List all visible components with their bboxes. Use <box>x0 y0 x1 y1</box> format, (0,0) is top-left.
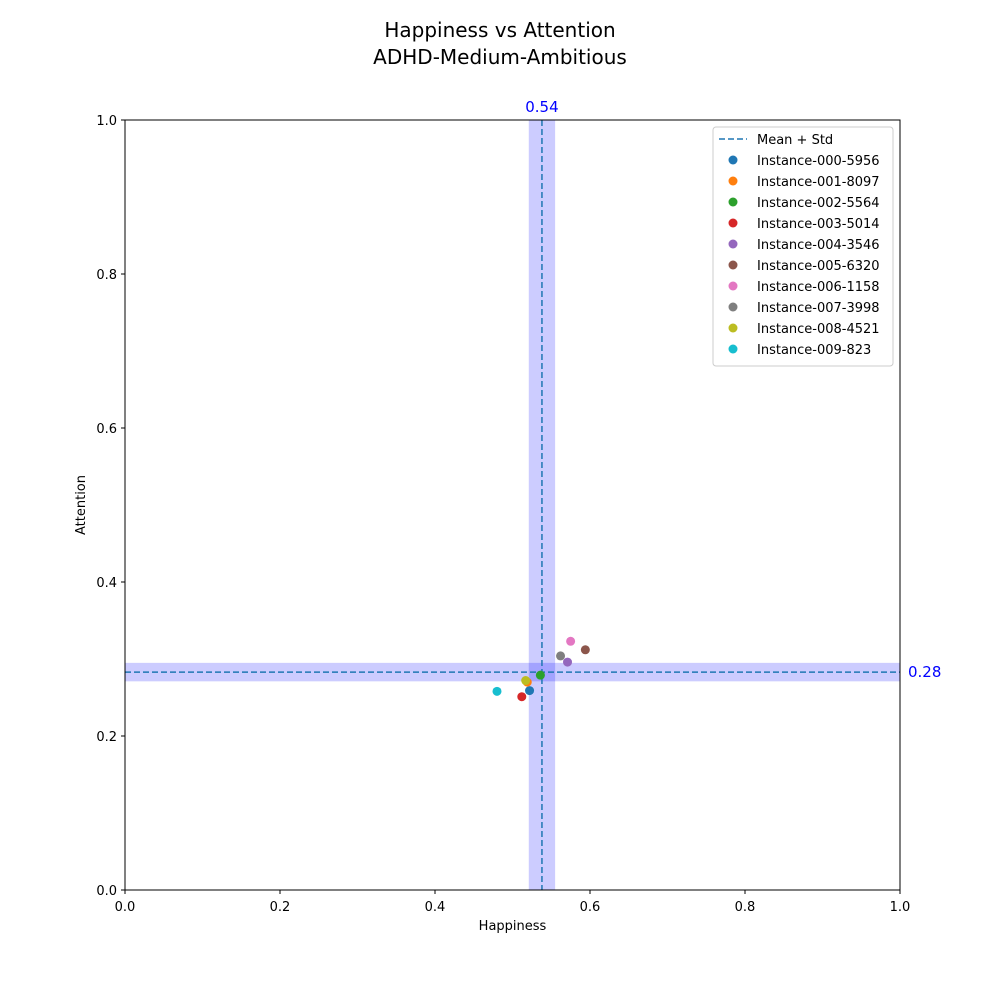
legend-label-3: Instance-003-5014 <box>757 217 880 232</box>
y-tick-label: 0.8 <box>96 268 117 283</box>
chart-subtitle: ADHD-Medium-Ambitious <box>373 45 627 69</box>
mean-y-annotation: 0.28 <box>908 663 941 681</box>
legend-label-1: Instance-001-8097 <box>757 175 880 190</box>
legend-marker-8 <box>728 323 738 333</box>
data-point-5 <box>580 645 590 655</box>
chart-title: Happiness vs Attention <box>384 18 615 42</box>
data-point-9 <box>492 686 502 696</box>
legend-label-0: Instance-000-5956 <box>757 154 880 169</box>
y-tick-label: 0.0 <box>96 884 117 899</box>
legend-label-8: Instance-008-4521 <box>757 322 880 337</box>
y-tick-label: 1.0 <box>96 114 117 129</box>
legend-marker-5 <box>728 260 738 270</box>
x-std-band <box>528 120 556 890</box>
data-point-3 <box>517 692 527 702</box>
x-tick-label: 0.0 <box>115 900 136 915</box>
x-tick-label: 0.6 <box>580 900 601 915</box>
legend-marker-2 <box>728 197 738 207</box>
legend-mean-label: Mean + Std <box>757 133 833 148</box>
mean-x-annotation: 0.54 <box>525 98 558 116</box>
x-tick-label: 1.0 <box>890 900 911 915</box>
legend-marker-6 <box>728 281 738 291</box>
legend-label-9: Instance-009-823 <box>757 343 871 358</box>
data-point-2 <box>535 670 545 680</box>
x-axis-label: Happiness <box>479 919 547 934</box>
legend-marker-1 <box>728 176 738 186</box>
legend-marker-9 <box>728 344 738 354</box>
x-tick-label: 0.4 <box>425 900 446 915</box>
y-axis-label: Attention <box>74 475 89 535</box>
legend-marker-3 <box>728 218 738 228</box>
data-point-6 <box>566 636 576 646</box>
y-tick-label: 0.6 <box>96 422 117 437</box>
data-point-8 <box>521 676 531 686</box>
x-tick-label: 0.2 <box>270 900 291 915</box>
y-tick-label: 0.2 <box>96 730 117 745</box>
legend-label-5: Instance-005-6320 <box>757 259 880 274</box>
y-tick-label: 0.4 <box>96 576 117 591</box>
data-point-0 <box>525 686 535 696</box>
legend-label-6: Instance-006-1158 <box>757 280 880 295</box>
legend-box <box>712 126 894 367</box>
legend-marker-4 <box>728 239 738 249</box>
legend-marker-7 <box>728 302 738 312</box>
data-point-7 <box>556 651 566 661</box>
x-tick-label: 0.8 <box>735 900 756 915</box>
plot-frame <box>124 119 901 891</box>
legend-marker-0 <box>728 155 738 165</box>
legend-label-7: Instance-007-3998 <box>757 301 880 316</box>
legend-label-2: Instance-002-5564 <box>757 196 880 211</box>
data-point-4 <box>563 657 573 667</box>
legend-label-4: Instance-004-3546 <box>757 238 880 253</box>
